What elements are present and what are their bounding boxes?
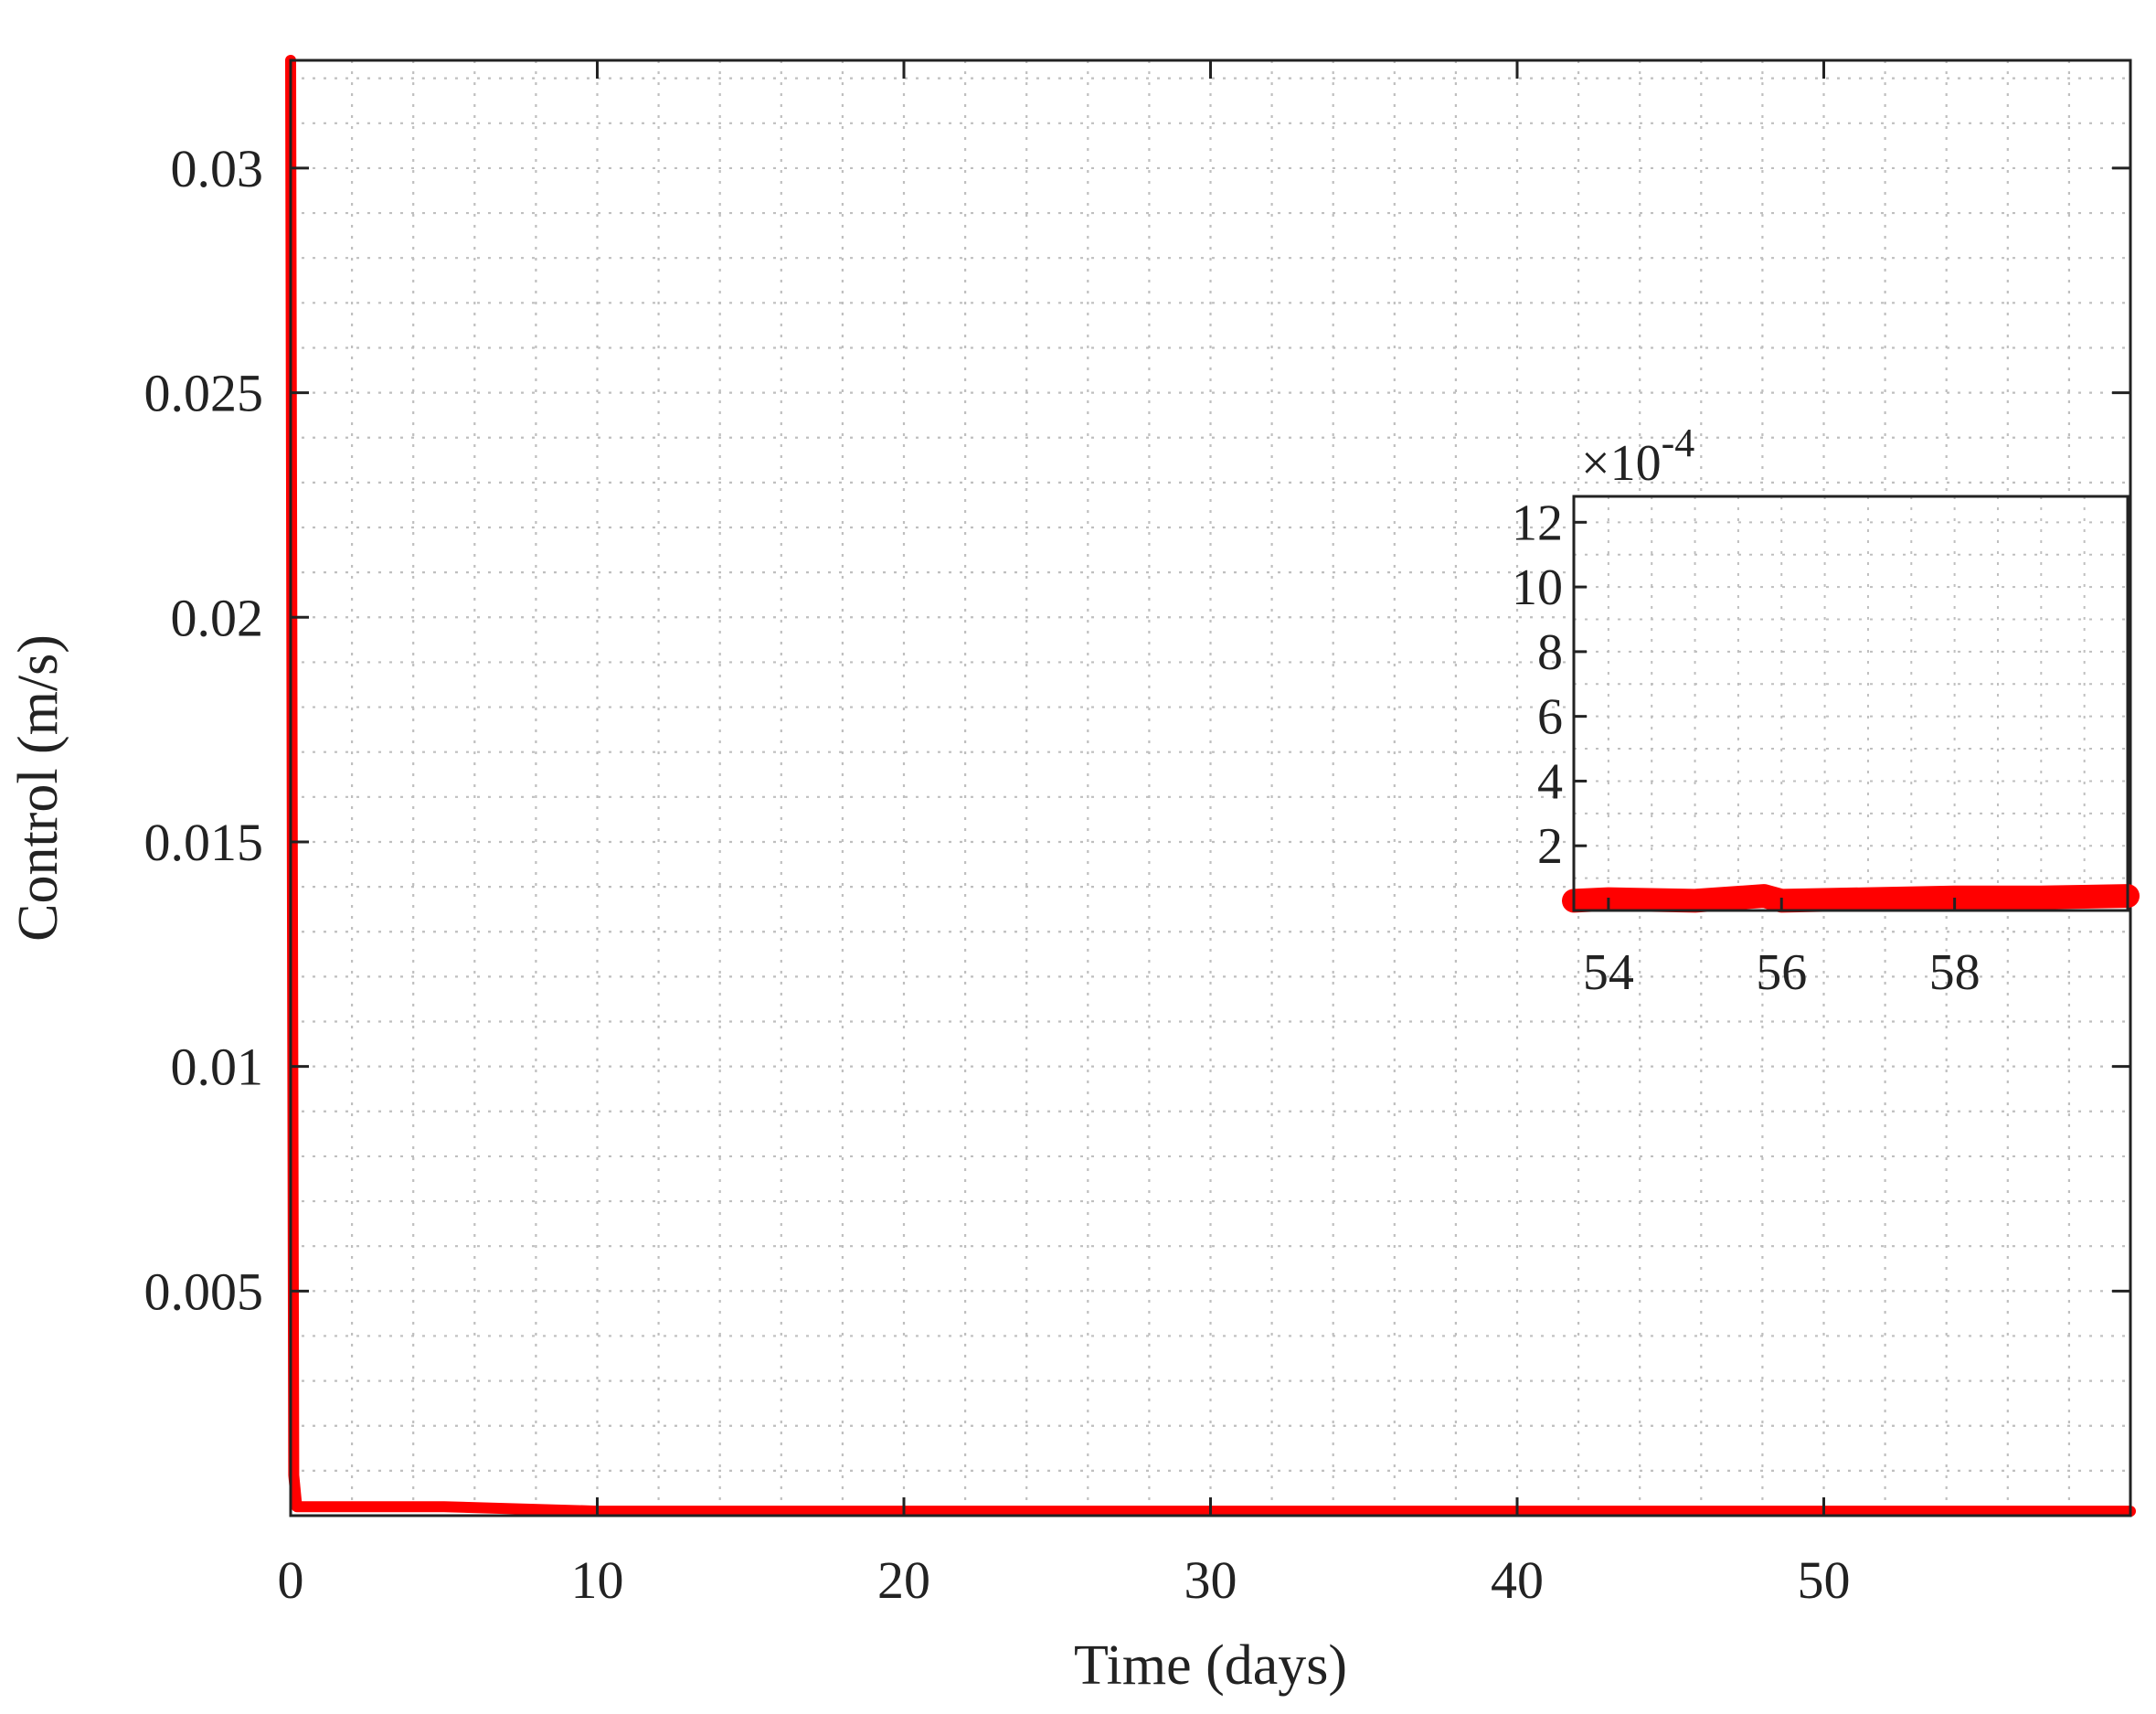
series-point xyxy=(292,1502,302,1512)
series-point xyxy=(439,1502,449,1512)
series-point xyxy=(1251,1506,1261,1517)
y-tick-label: 0.02 xyxy=(171,588,264,647)
x-tick-label: 20 xyxy=(877,1550,930,1610)
main-plot-frame xyxy=(289,59,2132,1517)
inset-x-tick-label: 58 xyxy=(1929,944,1981,1001)
y-tick-label: 0.015 xyxy=(144,813,264,872)
inset-chart: 54 56 58 2 4 6 8 10 12 ×10-4 xyxy=(1512,421,2140,1001)
inset-y-multiplier: ×10-4 xyxy=(1581,421,1694,492)
inset-x-tick-label: 54 xyxy=(1583,944,1634,1001)
x-tick-label: 50 xyxy=(1798,1550,1851,1610)
inset-y-tick-label: 8 xyxy=(1537,624,1563,681)
inset-series xyxy=(1562,884,2140,913)
x-axis-label: Time (days) xyxy=(1074,1634,1347,1697)
main-grid xyxy=(291,60,2130,1516)
x-tick-label: 10 xyxy=(571,1550,624,1610)
inset-y-tick-label: 10 xyxy=(1512,559,1563,616)
inset-background xyxy=(1574,496,2128,910)
y-tick-label: 0.03 xyxy=(171,139,264,198)
x-tick-label: 0 xyxy=(278,1550,304,1610)
inset-multiplier-base: ×10 xyxy=(1581,435,1662,492)
inset-ticks: 54 56 58 2 4 6 8 10 12 xyxy=(1512,495,1981,1001)
inset-series-point xyxy=(1861,892,1875,906)
y-tick-label: 0.025 xyxy=(144,364,264,423)
inset-x-tick-label: 56 xyxy=(1756,944,1807,1001)
series-point xyxy=(347,1502,357,1512)
inset-y-tick-label: 2 xyxy=(1537,818,1563,875)
inset-y-tick-label: 12 xyxy=(1512,495,1563,551)
y-axis-label: Control (m/s) xyxy=(7,634,69,942)
inset-y-tick-label: 4 xyxy=(1537,753,1563,810)
inset-series-point xyxy=(2034,890,2048,904)
y-tick-label: 0.005 xyxy=(144,1262,264,1321)
series-point xyxy=(287,792,297,802)
inset-series-point xyxy=(1758,889,1771,903)
inset-plot-frame xyxy=(1572,495,2129,912)
x-tick-label: 40 xyxy=(1491,1550,1544,1610)
inset-series-point xyxy=(1688,894,1702,908)
inset-y-tick-label: 6 xyxy=(1537,689,1563,746)
inset-grid xyxy=(1574,496,2128,910)
x-tick-label: 30 xyxy=(1184,1550,1237,1610)
main-ticks: 0 10 20 30 40 50 0.005 0.01 0.015 0.02 0.025 0.03 xyxy=(144,60,2130,1610)
inset-multiplier-exponent: -4 xyxy=(1662,421,1695,465)
inset-series-point xyxy=(1948,890,1961,904)
y-tick-label: 0.01 xyxy=(171,1038,264,1097)
